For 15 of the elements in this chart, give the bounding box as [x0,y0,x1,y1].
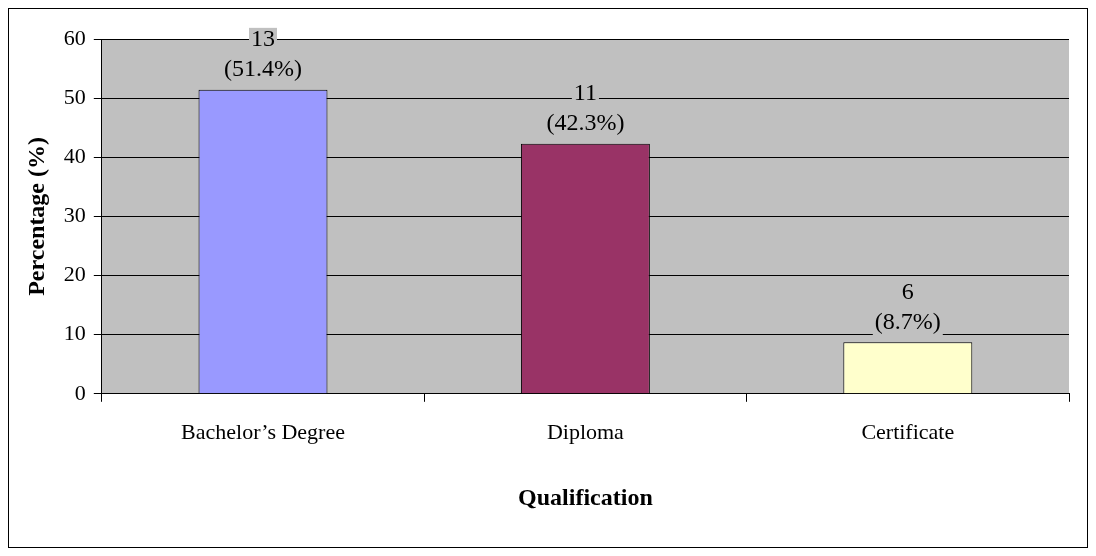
x-tick-label: Diploma [546,418,625,444]
x-tick-label: Certificate [861,418,955,444]
x-axis-title: Qualification [518,483,653,510]
y-axis-title: Percentage (%) [22,136,49,296]
y-tick-label: 20 [63,261,86,287]
y-tick-label: 40 [63,143,86,169]
y-tick-label: 0 [74,379,86,405]
data-label: 11 (42.3%) [546,78,625,135]
y-tick-label: 10 [63,320,86,346]
data-label: 13 (51.4%) [224,25,302,82]
x-tick-label: Bachelor’s Degree [181,418,345,444]
y-tick-label: 30 [63,202,86,228]
y-tick-label: 50 [63,83,86,109]
data-label: 6 (8.7%) [874,277,941,334]
y-tick-label: 60 [63,24,86,50]
